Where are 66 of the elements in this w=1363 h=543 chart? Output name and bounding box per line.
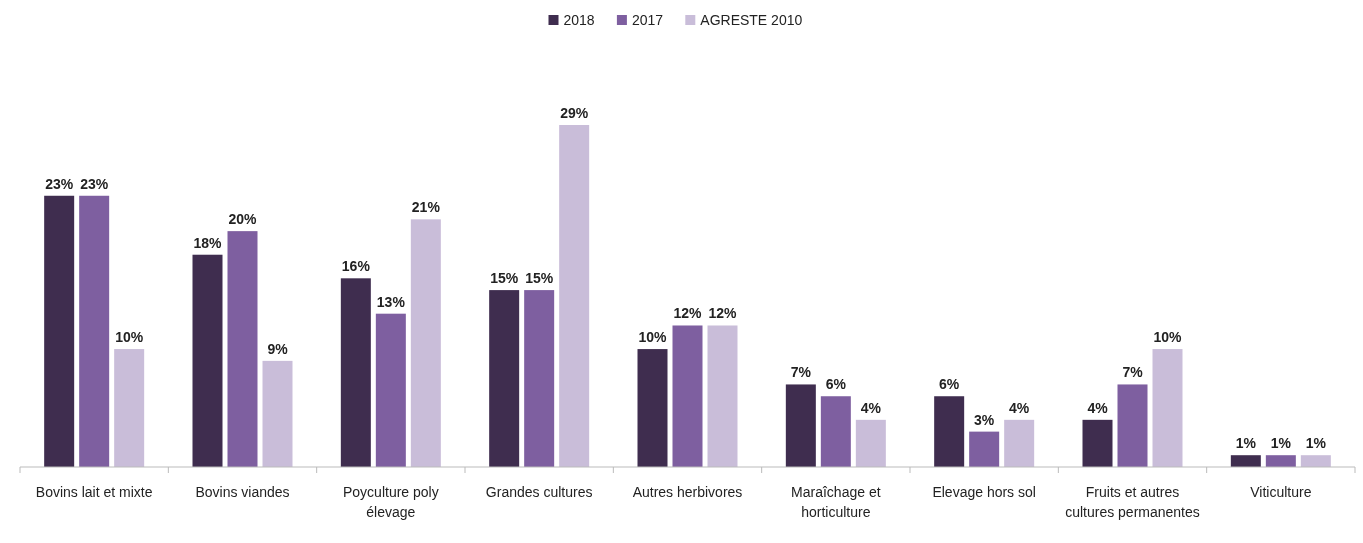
data-label: 18% — [193, 234, 223, 251]
data-label: 1% — [1305, 435, 1327, 452]
data-label: 9% — [267, 340, 289, 357]
bar — [1152, 349, 1183, 467]
bar — [637, 349, 668, 467]
data-label: 1% — [1235, 435, 1257, 452]
bar — [1117, 384, 1148, 467]
data-label: 15% — [490, 270, 519, 287]
bar — [1082, 419, 1113, 467]
x-tick-label: Autres herbivores — [632, 484, 743, 500]
data-label: 4% — [860, 399, 882, 416]
data-label: 7% — [1122, 364, 1144, 381]
data-label: 1% — [1270, 435, 1292, 452]
legend-label: AGRESTE 2010 — [700, 12, 803, 28]
bar — [707, 325, 738, 467]
bar — [227, 231, 258, 467]
data-label: 10% — [115, 329, 144, 346]
bar — [192, 254, 223, 467]
data-label: 12% — [708, 305, 738, 322]
bar — [969, 431, 1000, 467]
bar — [524, 290, 555, 467]
bar — [489, 290, 520, 467]
data-label: 10% — [1153, 329, 1183, 346]
data-label: 10% — [638, 329, 668, 346]
bar — [340, 278, 371, 467]
x-tick-label: Grandes cultures — [485, 484, 593, 500]
data-label: 4% — [1009, 399, 1030, 416]
x-tick-label: Maraîchage et horticulture — [791, 484, 881, 520]
bar — [1300, 455, 1331, 467]
data-label: 4% — [1087, 399, 1109, 416]
bar — [855, 419, 886, 467]
x-tick-label: Bovins lait et mixte — [35, 484, 153, 500]
data-label: 6% — [825, 376, 847, 393]
data-label: 13% — [376, 293, 406, 310]
x-tick-label: Bovins viandes — [195, 484, 290, 500]
data-label: 23% — [45, 175, 74, 192]
data-label: 16% — [341, 258, 371, 275]
bar — [410, 219, 441, 467]
x-tick-label: Poyculture poly élevage — [342, 484, 439, 520]
bar — [559, 125, 590, 467]
bar — [672, 325, 703, 467]
bar — [114, 349, 145, 467]
data-label: 29% — [560, 105, 589, 121]
data-label: 6% — [939, 376, 960, 393]
bar — [262, 360, 293, 467]
x-tick-label: Viticulture — [1250, 484, 1312, 500]
bar — [820, 396, 851, 467]
bar — [1004, 419, 1035, 467]
bar — [1265, 455, 1296, 467]
data-label: 23% — [80, 175, 109, 192]
bar — [44, 195, 75, 467]
data-label: 21% — [411, 199, 441, 216]
x-tick-label: Elevage hors sol — [932, 484, 1036, 500]
legend-label: 2017 — [631, 12, 664, 28]
bar — [934, 396, 965, 467]
bar — [785, 384, 816, 467]
legend-label: 2018 — [563, 12, 595, 28]
data-label: 15% — [525, 270, 554, 287]
data-label: 20% — [228, 211, 258, 228]
data-label: 7% — [790, 364, 812, 381]
data-label: 12% — [673, 305, 703, 322]
data-label: 3% — [974, 411, 995, 428]
x-tick-label: Fruits et autres cultures permanentes — [1065, 484, 1200, 520]
bar — [1230, 455, 1261, 467]
bar — [375, 313, 406, 467]
bar — [79, 195, 110, 467]
